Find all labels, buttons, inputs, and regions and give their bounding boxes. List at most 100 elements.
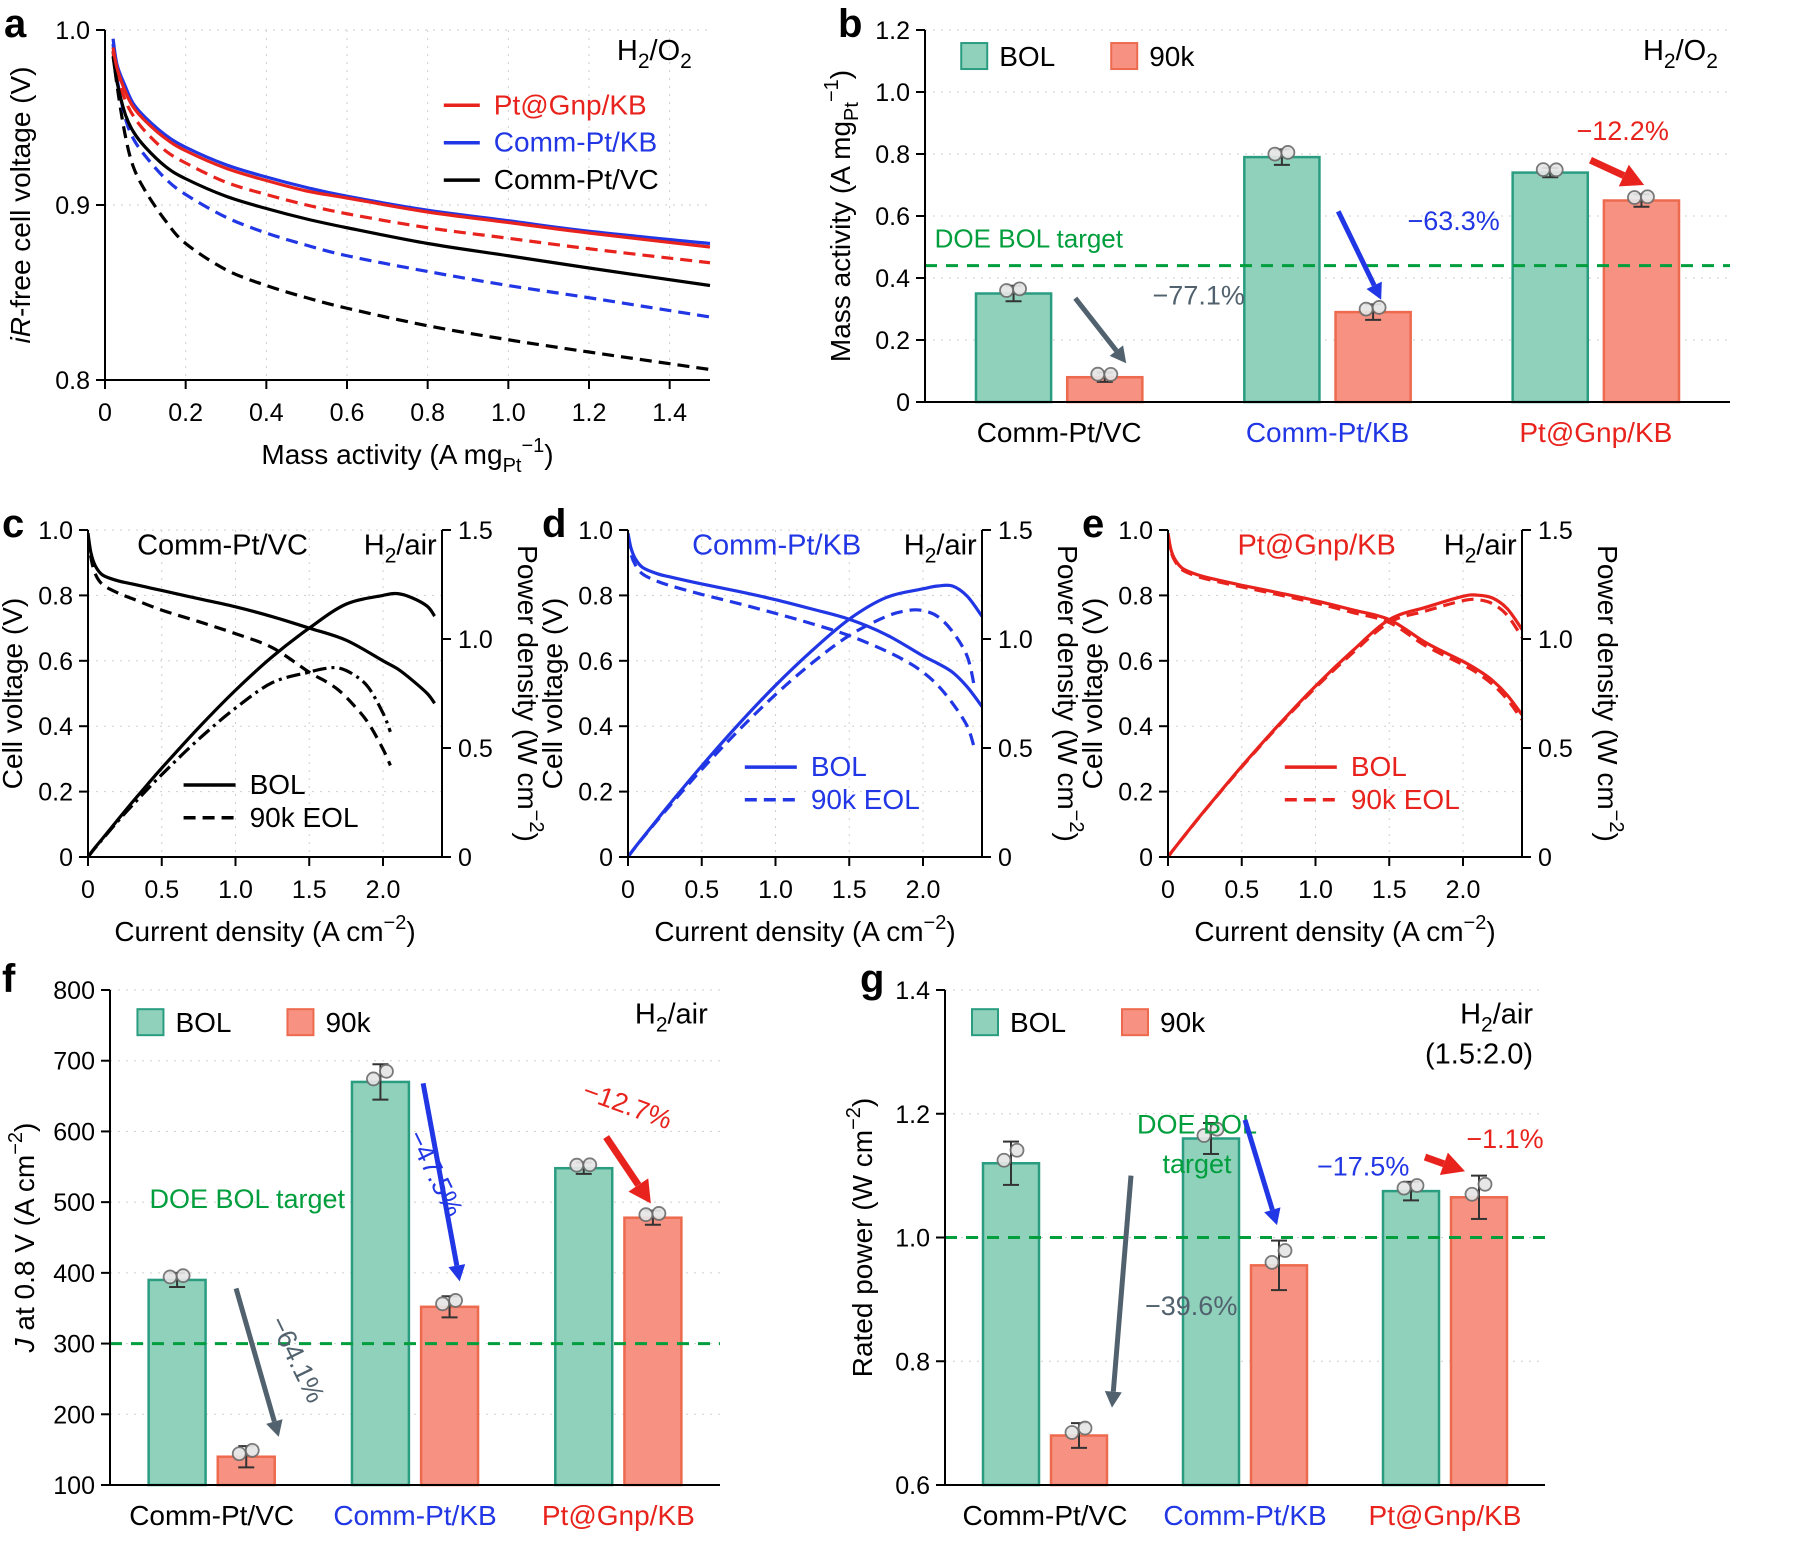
svg-text:0.2: 0.2 bbox=[38, 779, 73, 807]
plot-texts: Comm-Pt/VC H2/air bbox=[137, 530, 437, 568]
bar-BOL bbox=[1181, 1137, 1241, 1487]
series-curves bbox=[87, 533, 436, 858]
svg-text:0: 0 bbox=[1538, 844, 1552, 872]
svg-text:−64.1%: −64.1% bbox=[263, 1311, 330, 1407]
svg-text:90k: 90k bbox=[1160, 1007, 1206, 1038]
curve bbox=[87, 665, 392, 858]
plot-texts: Comm-Pt/KB H2/air bbox=[692, 530, 977, 568]
svg-text:Power density (W cm−2): Power density (W cm−2) bbox=[512, 545, 547, 842]
svg-text:0.6: 0.6 bbox=[895, 1472, 930, 1500]
svg-text:J at 0.8 V (A cm−2): J at 0.8 V (A cm−2) bbox=[5, 1123, 40, 1354]
curve bbox=[87, 533, 436, 705]
bar-BOL bbox=[1243, 155, 1321, 404]
svg-text:0.8: 0.8 bbox=[875, 141, 910, 169]
svg-text:90k: 90k bbox=[325, 1007, 371, 1038]
svg-text:0.8: 0.8 bbox=[578, 582, 613, 610]
svg-text:0.6: 0.6 bbox=[875, 203, 910, 231]
svg-text:H2/air: H2/air bbox=[1444, 530, 1517, 568]
panel-letter-f: f bbox=[2, 957, 16, 1001]
bar-90k bbox=[623, 1216, 683, 1487]
bar-BOL bbox=[350, 1080, 411, 1487]
chart-g: 0.6 0.8 1.0 1.2 1.4 Rated power (W cm−2) Comm-… bbox=[843, 977, 1545, 1531]
curve bbox=[111, 43, 711, 319]
svg-text:0.5: 0.5 bbox=[1224, 876, 1259, 904]
gridlines bbox=[105, 29, 710, 380]
svg-text:−39.6%: −39.6% bbox=[1145, 1291, 1237, 1321]
svg-text:90k EOL: 90k EOL bbox=[250, 802, 359, 833]
svg-text:0: 0 bbox=[998, 844, 1012, 872]
svg-text:Cell voltage (V): Cell voltage (V) bbox=[537, 598, 568, 789]
svg-text:2.0: 2.0 bbox=[366, 876, 401, 904]
svg-text:0.4: 0.4 bbox=[1118, 713, 1153, 741]
bar-90k bbox=[419, 1305, 480, 1487]
svg-text:H2/air: H2/air bbox=[1460, 999, 1533, 1037]
svg-text:800: 800 bbox=[53, 977, 95, 1005]
bars bbox=[974, 155, 1681, 404]
svg-text:1.0: 1.0 bbox=[875, 79, 910, 107]
panel-letter-e: e bbox=[1082, 502, 1105, 546]
svg-text:−77.1%: −77.1% bbox=[1153, 280, 1245, 310]
svg-text:0: 0 bbox=[458, 844, 472, 872]
panel-e: e 0 0.2 0.4 0.6 0.8 1.0 0 0.5 1.0 1.5 2.0 0 0.5 1.0 1.… bbox=[1077, 500, 1627, 955]
chart-c: 0 0.2 0.4 0.6 0.8 1.0 0 0.5 1.0 1.5 2.0 0 0.5 1.0 1.5 C… bbox=[0, 517, 547, 947]
bars bbox=[147, 1080, 683, 1487]
legend-swatch bbox=[286, 1008, 315, 1037]
svg-text:0.2: 0.2 bbox=[578, 779, 613, 807]
axes: 0.8 0.9 1.0 0 0.2 0.4 0.6 0.8 1.0 1.2 1.4 Mass acti… bbox=[5, 17, 710, 477]
svg-text:1.0: 1.0 bbox=[38, 517, 73, 545]
svg-text:Comm-Pt/KB: Comm-Pt/KB bbox=[692, 530, 861, 562]
svg-text:−63.3%: −63.3% bbox=[1407, 206, 1499, 236]
svg-text:1.2: 1.2 bbox=[572, 399, 607, 427]
bars bbox=[981, 1137, 1509, 1487]
legend: BOL 90k bbox=[136, 1007, 372, 1038]
svg-text:0.8: 0.8 bbox=[38, 582, 73, 610]
bar-BOL bbox=[1511, 171, 1590, 404]
axes: 0 0.2 0.4 0.6 0.8 1.0 0 0.5 1.0 1.5 2.0 0 0.5 1.0 1.5 C… bbox=[537, 517, 1087, 947]
legend-swatch bbox=[1110, 42, 1139, 71]
bar-BOL bbox=[981, 1162, 1041, 1487]
svg-text:Current density (A cm−2): Current density (A cm−2) bbox=[654, 912, 955, 947]
svg-text:−47.5%: −47.5% bbox=[402, 1125, 469, 1221]
svg-text:0: 0 bbox=[1161, 876, 1175, 904]
svg-text:1.5: 1.5 bbox=[832, 876, 867, 904]
svg-text:1.5: 1.5 bbox=[1372, 876, 1407, 904]
svg-text:90k: 90k bbox=[1149, 41, 1195, 72]
svg-text:0.2: 0.2 bbox=[875, 327, 910, 355]
svg-text:0.4: 0.4 bbox=[578, 713, 613, 741]
svg-text:Power density (W cm−2): Power density (W cm−2) bbox=[1592, 545, 1627, 842]
svg-text:Cell voltage (V): Cell voltage (V) bbox=[0, 598, 28, 789]
svg-text:Comm-Pt/VC: Comm-Pt/VC bbox=[129, 1500, 294, 1531]
legend-swatch bbox=[971, 1008, 999, 1037]
svg-text:DOE BOL target: DOE BOL target bbox=[149, 1184, 345, 1214]
curve bbox=[627, 583, 984, 858]
svg-text:1.0: 1.0 bbox=[491, 399, 526, 427]
svg-text:BOL: BOL bbox=[250, 769, 306, 800]
svg-text:Comm-Pt/VC: Comm-Pt/VC bbox=[494, 164, 659, 195]
svg-text:Pt@Gnp/KB: Pt@Gnp/KB bbox=[1519, 417, 1672, 448]
series-curves bbox=[111, 38, 711, 372]
bar-BOL bbox=[974, 292, 1053, 404]
category-labels: Comm-Pt/VC Comm-Pt/KB Pt@Gnp/KB bbox=[963, 1500, 1522, 1531]
curve bbox=[111, 47, 711, 249]
svg-text:0.6: 0.6 bbox=[578, 648, 613, 676]
series-curves bbox=[1167, 532, 1524, 858]
svg-text:0.6: 0.6 bbox=[38, 648, 73, 676]
curve bbox=[627, 536, 977, 750]
legend-swatch bbox=[1121, 1008, 1149, 1037]
svg-text:90k EOL: 90k EOL bbox=[811, 784, 920, 815]
svg-text:1.0: 1.0 bbox=[758, 876, 793, 904]
svg-text:0.4: 0.4 bbox=[875, 265, 910, 293]
svg-text:Pt@Gnp/KB: Pt@Gnp/KB bbox=[1237, 530, 1395, 562]
svg-text:BOL: BOL bbox=[811, 751, 867, 782]
svg-text:1.0: 1.0 bbox=[458, 626, 493, 654]
panel-letter-d: d bbox=[542, 502, 567, 546]
svg-text:0.5: 0.5 bbox=[998, 735, 1033, 763]
svg-text:0: 0 bbox=[81, 876, 95, 904]
curve bbox=[1167, 532, 1524, 716]
svg-text:Comm-Pt/KB: Comm-Pt/KB bbox=[1246, 417, 1409, 448]
svg-text:−12.7%: −12.7% bbox=[579, 1075, 676, 1135]
svg-text:0.8: 0.8 bbox=[895, 1348, 930, 1376]
curve bbox=[627, 608, 977, 858]
svg-text:0.5: 0.5 bbox=[144, 876, 179, 904]
